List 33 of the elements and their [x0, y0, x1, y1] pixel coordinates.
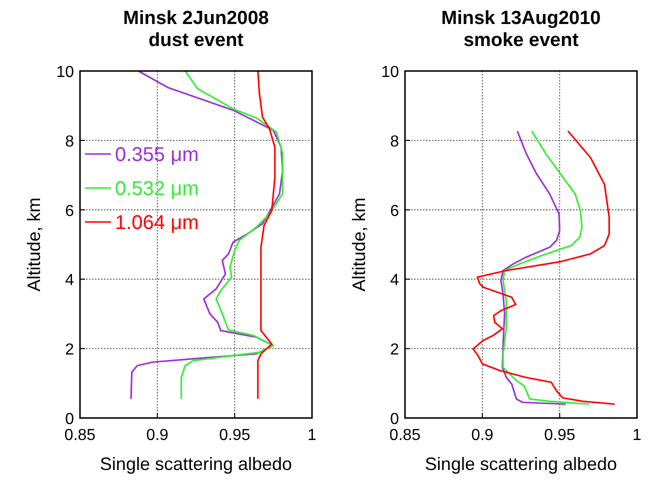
x-tick-label: 1 — [308, 427, 317, 444]
x-tick-label: 0.9 — [146, 427, 169, 444]
x-tick-label: 0.95 — [219, 427, 250, 444]
x-axis-title: Single scattering albedo — [424, 454, 618, 474]
legend-label: 0.532 μm — [115, 178, 199, 200]
y-tick-label: 8 — [390, 133, 400, 150]
y-tick-label: 4 — [390, 272, 400, 290]
chart-title: Minsk 2Jun2008 dust event — [123, 8, 269, 51]
y-tick-label: 10 — [381, 64, 400, 81]
line-series — [472, 130, 616, 405]
y-tick-label: 4 — [65, 272, 74, 290]
y-tick-label: 2 — [65, 342, 74, 359]
y-tick-label: 0 — [390, 411, 400, 428]
x-tick-label: 0.9 — [471, 427, 494, 444]
y-tick-label: 6 — [390, 202, 400, 220]
legend-label: 0.355 μm — [115, 144, 199, 166]
y-axis-title: Altitude, km — [349, 197, 369, 292]
x-tick-label: 0.85 — [64, 427, 96, 444]
x-axis-title: Single scattering albedo — [100, 454, 292, 474]
y-tick-label: 0 — [65, 411, 74, 428]
y-tick-label: 2 — [390, 342, 400, 359]
y-axis-title: Altitude, km — [24, 197, 44, 292]
line-series — [500, 130, 567, 405]
line-series — [257, 70, 276, 400]
y-tick-label: 8 — [65, 133, 74, 150]
chart-title: Minsk 13Aug2010 smoke event — [441, 8, 601, 51]
x-tick-label: 1 — [632, 427, 642, 444]
y-tick-label: 6 — [65, 202, 74, 220]
x-tick-label: 0.85 — [389, 427, 421, 444]
legend-label: 1.064 μm — [115, 212, 199, 234]
y-tick-label: 10 — [56, 64, 74, 81]
x-tick-label: 0.95 — [544, 427, 576, 444]
line-series — [502, 130, 590, 405]
